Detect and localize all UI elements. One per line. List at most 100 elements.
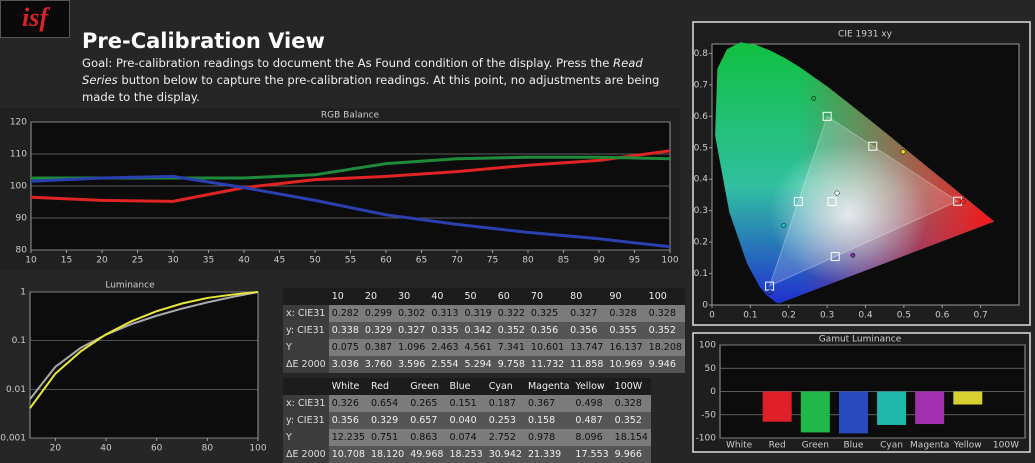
x-tick-label: 0.2 [782, 311, 796, 321]
target-point [827, 197, 837, 207]
y-tick-label: 100 [10, 182, 27, 192]
chart-title: RGB Balance [321, 111, 380, 121]
cell: 10.708 [328, 446, 368, 463]
cell: 3.760 [361, 356, 396, 373]
column-header: 60 [494, 288, 528, 305]
cell: 0.282 [328, 305, 362, 322]
measured-point [850, 252, 856, 258]
y-tick-label: -100 [696, 434, 717, 444]
x-tick-label: 35 [203, 256, 214, 266]
bar [877, 391, 907, 425]
cell: 9.966 [611, 446, 651, 463]
series-line [29, 291, 259, 409]
series-line [29, 291, 259, 400]
row-label: ΔE 2000 [283, 446, 329, 463]
goal-emphasis: Read Series [82, 56, 643, 87]
cell: 49.968 [407, 446, 447, 463]
data-table: White Red Green Blue Cyan Magenta Yellow 100W x:… [283, 378, 651, 463]
x-tick-label: 80 [522, 256, 534, 266]
measured-point [960, 199, 966, 204]
table-row: ΔE 2000 3.036 3.760 3.596 2.554 5.294 9.758 11.… [283, 356, 685, 373]
cell: 18.253 [446, 446, 486, 463]
x-tick-label: 30 [167, 256, 179, 266]
logo: isf [0, 0, 70, 38]
cell: 0.335 [428, 322, 462, 339]
cell: 7.341 [494, 339, 528, 356]
cell: 0.978 [524, 429, 573, 446]
cell: 18.208 [645, 339, 685, 356]
y-tick-label: 0 [710, 387, 716, 397]
cell: 0.751 [367, 429, 408, 446]
column-header: Blue [446, 378, 486, 395]
column-header: 10 [328, 288, 362, 305]
x-tick-label: 0.5 [897, 311, 911, 321]
cell: 0.325 [527, 305, 568, 322]
column-header: 30 [395, 288, 429, 305]
page-title: Pre-Calibration View [82, 29, 325, 53]
x-tick-label: Magenta [910, 441, 949, 451]
chart-title: Gamut Luminance [819, 335, 902, 345]
cell: 0.265 [407, 395, 447, 412]
bar [838, 391, 868, 434]
cell: 0.657 [407, 412, 447, 429]
cell: 0.355 [606, 322, 646, 339]
chart-title: CIE 1931 xy [838, 30, 893, 40]
y-tick-label: 0.7 [694, 80, 708, 90]
cell: 3.596 [395, 356, 429, 373]
cell: 0.075 [328, 339, 362, 356]
cell: 0.327 [395, 322, 429, 339]
cell: 0.302 [395, 305, 429, 322]
x-tick-label: 75 [487, 256, 498, 266]
x-tick-label: 0 [709, 311, 715, 321]
x-tick-label: 100 [661, 256, 678, 266]
column-header: 70 [527, 288, 568, 305]
table-row: y: CIE31 0.338 0.329 0.327 0.335 0.342 0.352 0.… [283, 322, 685, 339]
measured-point [811, 95, 817, 101]
corner-cell [283, 288, 329, 305]
cell: 0.253 [485, 412, 525, 429]
cell: 0.498 [572, 395, 612, 412]
y-tick-label: 0.1 [694, 269, 708, 279]
x-tick-label: 15 [61, 256, 72, 266]
cell: 0.299 [361, 305, 396, 322]
cell: 0.329 [367, 412, 408, 429]
cell: 11.732 [527, 356, 568, 373]
y-tick-label: 0.3 [694, 206, 708, 216]
cell: 0.654 [367, 395, 408, 412]
cell: 3.036 [328, 356, 362, 373]
cell: 0.487 [572, 412, 612, 429]
y-tick-label: 120 [10, 118, 27, 128]
cell: 0.074 [446, 429, 486, 446]
row-label: y: CIE31 [283, 322, 329, 339]
cell: 0.040 [446, 412, 486, 429]
target-point [868, 141, 878, 151]
cell: 18.154 [611, 429, 651, 446]
row-label: x: CIE31 [283, 305, 329, 322]
x-tick-label: 70 [451, 256, 463, 266]
target-point [793, 197, 803, 207]
header-row: White Red Green Blue Cyan Magenta Yellow 100W [283, 378, 651, 395]
cell: 8.096 [572, 429, 612, 446]
cell: 0.322 [494, 305, 528, 322]
y-tick-label: 50 [705, 364, 717, 374]
cell: 9.946 [645, 356, 685, 373]
cell: 0.151 [446, 395, 486, 412]
y-tick-label: -50 [701, 410, 716, 420]
column-header: 20 [361, 288, 396, 305]
cell: 0.158 [524, 412, 573, 429]
y-tick-label: 0.001 [0, 434, 26, 444]
cell: 0.319 [461, 305, 495, 322]
cell: 5.294 [461, 356, 495, 373]
cell: 0.352 [645, 322, 685, 339]
bar [915, 391, 945, 425]
x-tick-label: 80 [202, 444, 214, 454]
cell: 0.387 [361, 339, 396, 356]
measured-point [781, 222, 787, 228]
y-tick-label: 0.2 [694, 238, 708, 248]
y-tick-label: 0.01 [6, 385, 26, 395]
bar [800, 391, 830, 433]
column-header: 100 [645, 288, 685, 305]
x-tick-label: 100W [993, 441, 1019, 451]
cell: 0.326 [328, 395, 368, 412]
cell: 0.356 [527, 322, 568, 339]
